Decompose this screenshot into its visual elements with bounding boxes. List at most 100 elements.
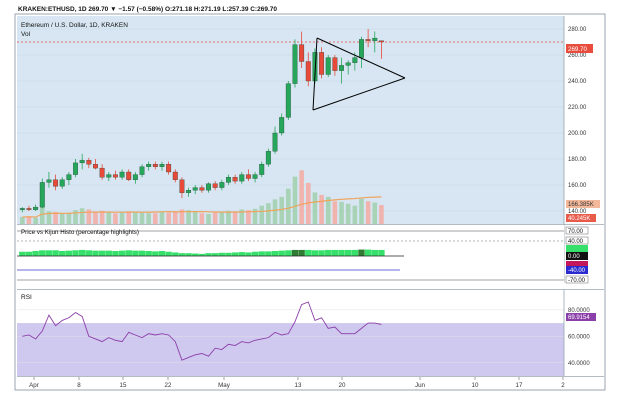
rsi-grid (17, 309, 564, 364)
candle (33, 204, 39, 211)
volume-bar (232, 211, 238, 224)
price-tick-label: 180.00 (568, 157, 587, 163)
hist-label-minus-40: -40.00 (568, 268, 586, 274)
candle-body (365, 39, 371, 41)
volume-bar (219, 212, 225, 224)
histogram-bar (238, 252, 245, 256)
candle-body (26, 208, 32, 210)
candle-body (132, 174, 138, 180)
histogram-bar (39, 250, 46, 256)
histogram-bar (178, 253, 186, 256)
histogram-bar (258, 251, 265, 256)
histogram-bar (25, 251, 33, 256)
candle-body (66, 174, 72, 180)
volume-bar (345, 203, 351, 224)
candle-body (212, 183, 218, 188)
volume-bar (20, 217, 25, 224)
candle (59, 177, 65, 189)
candle (292, 39, 298, 88)
candle-body (219, 182, 225, 188)
histogram-bar (185, 253, 192, 256)
candle-body (106, 174, 112, 178)
volume-bar (332, 201, 338, 224)
candle-body (378, 40, 384, 43)
time-tick-label: Jun (415, 382, 426, 389)
candle (219, 179, 225, 191)
histogram-bar (311, 250, 319, 256)
histogram-bar (138, 250, 146, 256)
candle-body (252, 174, 258, 179)
volume-bar (199, 213, 205, 224)
volume-bar (113, 213, 118, 224)
histogram-bar (318, 250, 325, 256)
volume-bar (153, 213, 158, 224)
price-tick-label: 200.00 (568, 131, 587, 137)
candle-body (272, 132, 278, 152)
candle-body (232, 177, 238, 182)
volume-bar (192, 212, 198, 224)
candle (93, 159, 98, 170)
symbol-header: KRAKEN:ETHUSD, 1D 269.70 ▼ −1.57 (−0.58%… (18, 6, 277, 13)
candle-body (152, 164, 158, 167)
histogram-bar (358, 249, 365, 256)
candle (79, 153, 85, 170)
volume-bar (252, 208, 258, 224)
candle (146, 161, 152, 171)
rsi-title: RSI (21, 294, 32, 301)
candle (279, 113, 285, 136)
price-grid (17, 28, 564, 212)
candle-body (305, 61, 311, 82)
candle (159, 161, 165, 171)
rsi-value-badge (566, 313, 596, 321)
histogram-bar (65, 250, 73, 256)
candle (332, 55, 338, 76)
histogram-bar (112, 251, 119, 256)
volume-bar (186, 210, 191, 224)
volume-bar (339, 201, 344, 224)
candle (359, 36, 364, 68)
candle (272, 126, 278, 154)
candle-body (146, 164, 152, 167)
candle (46, 172, 52, 188)
candle (186, 187, 192, 197)
histogram-bar (132, 250, 139, 256)
rsi-value-label: 69.9154 (568, 315, 590, 321)
volume-bar (212, 212, 218, 224)
volume-bar (159, 212, 165, 224)
histogram-bar (52, 250, 59, 256)
candle-body (112, 174, 118, 178)
histogram-bar (85, 250, 93, 256)
last-price-badge (566, 44, 593, 53)
candle-body (259, 164, 265, 175)
time-tick-label: 22 (165, 382, 172, 389)
histogram-bar (351, 249, 359, 256)
candle (226, 174, 231, 185)
candle (252, 172, 258, 183)
histogram-bar (245, 252, 252, 256)
candle-body (292, 44, 298, 84)
time-axis[interactable]: Apr 8 15 22 May 13 20 Jun 10 17 2 (29, 377, 565, 389)
volume-bar (119, 212, 125, 224)
time-tick-label: 2 (561, 382, 565, 389)
histogram-bar (19, 251, 26, 256)
candle (86, 157, 92, 169)
candle-body (372, 37, 378, 41)
histogram-bar (291, 249, 299, 256)
candle-body (179, 179, 185, 193)
histogram-bar (172, 252, 179, 256)
volume-bar (352, 205, 358, 224)
histogram-bar (378, 249, 385, 256)
candle-body (159, 164, 165, 167)
volume-bar (33, 217, 38, 224)
candle-body (239, 174, 245, 182)
volume-bar (259, 205, 265, 224)
histogram-bar (331, 249, 339, 256)
candle-body (93, 164, 98, 169)
candle (319, 47, 325, 79)
candle (245, 169, 251, 182)
volume-badge (566, 200, 600, 208)
candle-body (285, 83, 291, 118)
triangle-pattern[interactable] (312, 37, 406, 111)
price-tick-label: 220.00 (568, 105, 587, 111)
